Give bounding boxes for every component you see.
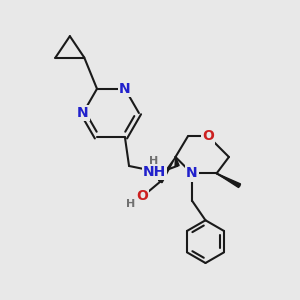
Polygon shape (158, 157, 176, 183)
Text: O: O (202, 129, 214, 143)
Text: H: H (127, 199, 136, 209)
Text: N: N (186, 167, 198, 180)
Text: N: N (77, 106, 89, 120)
Text: H: H (149, 156, 158, 166)
Polygon shape (217, 173, 241, 188)
Text: N: N (119, 82, 131, 96)
Text: NH: NH (143, 165, 166, 179)
Text: O: O (136, 189, 148, 203)
Polygon shape (175, 157, 179, 166)
